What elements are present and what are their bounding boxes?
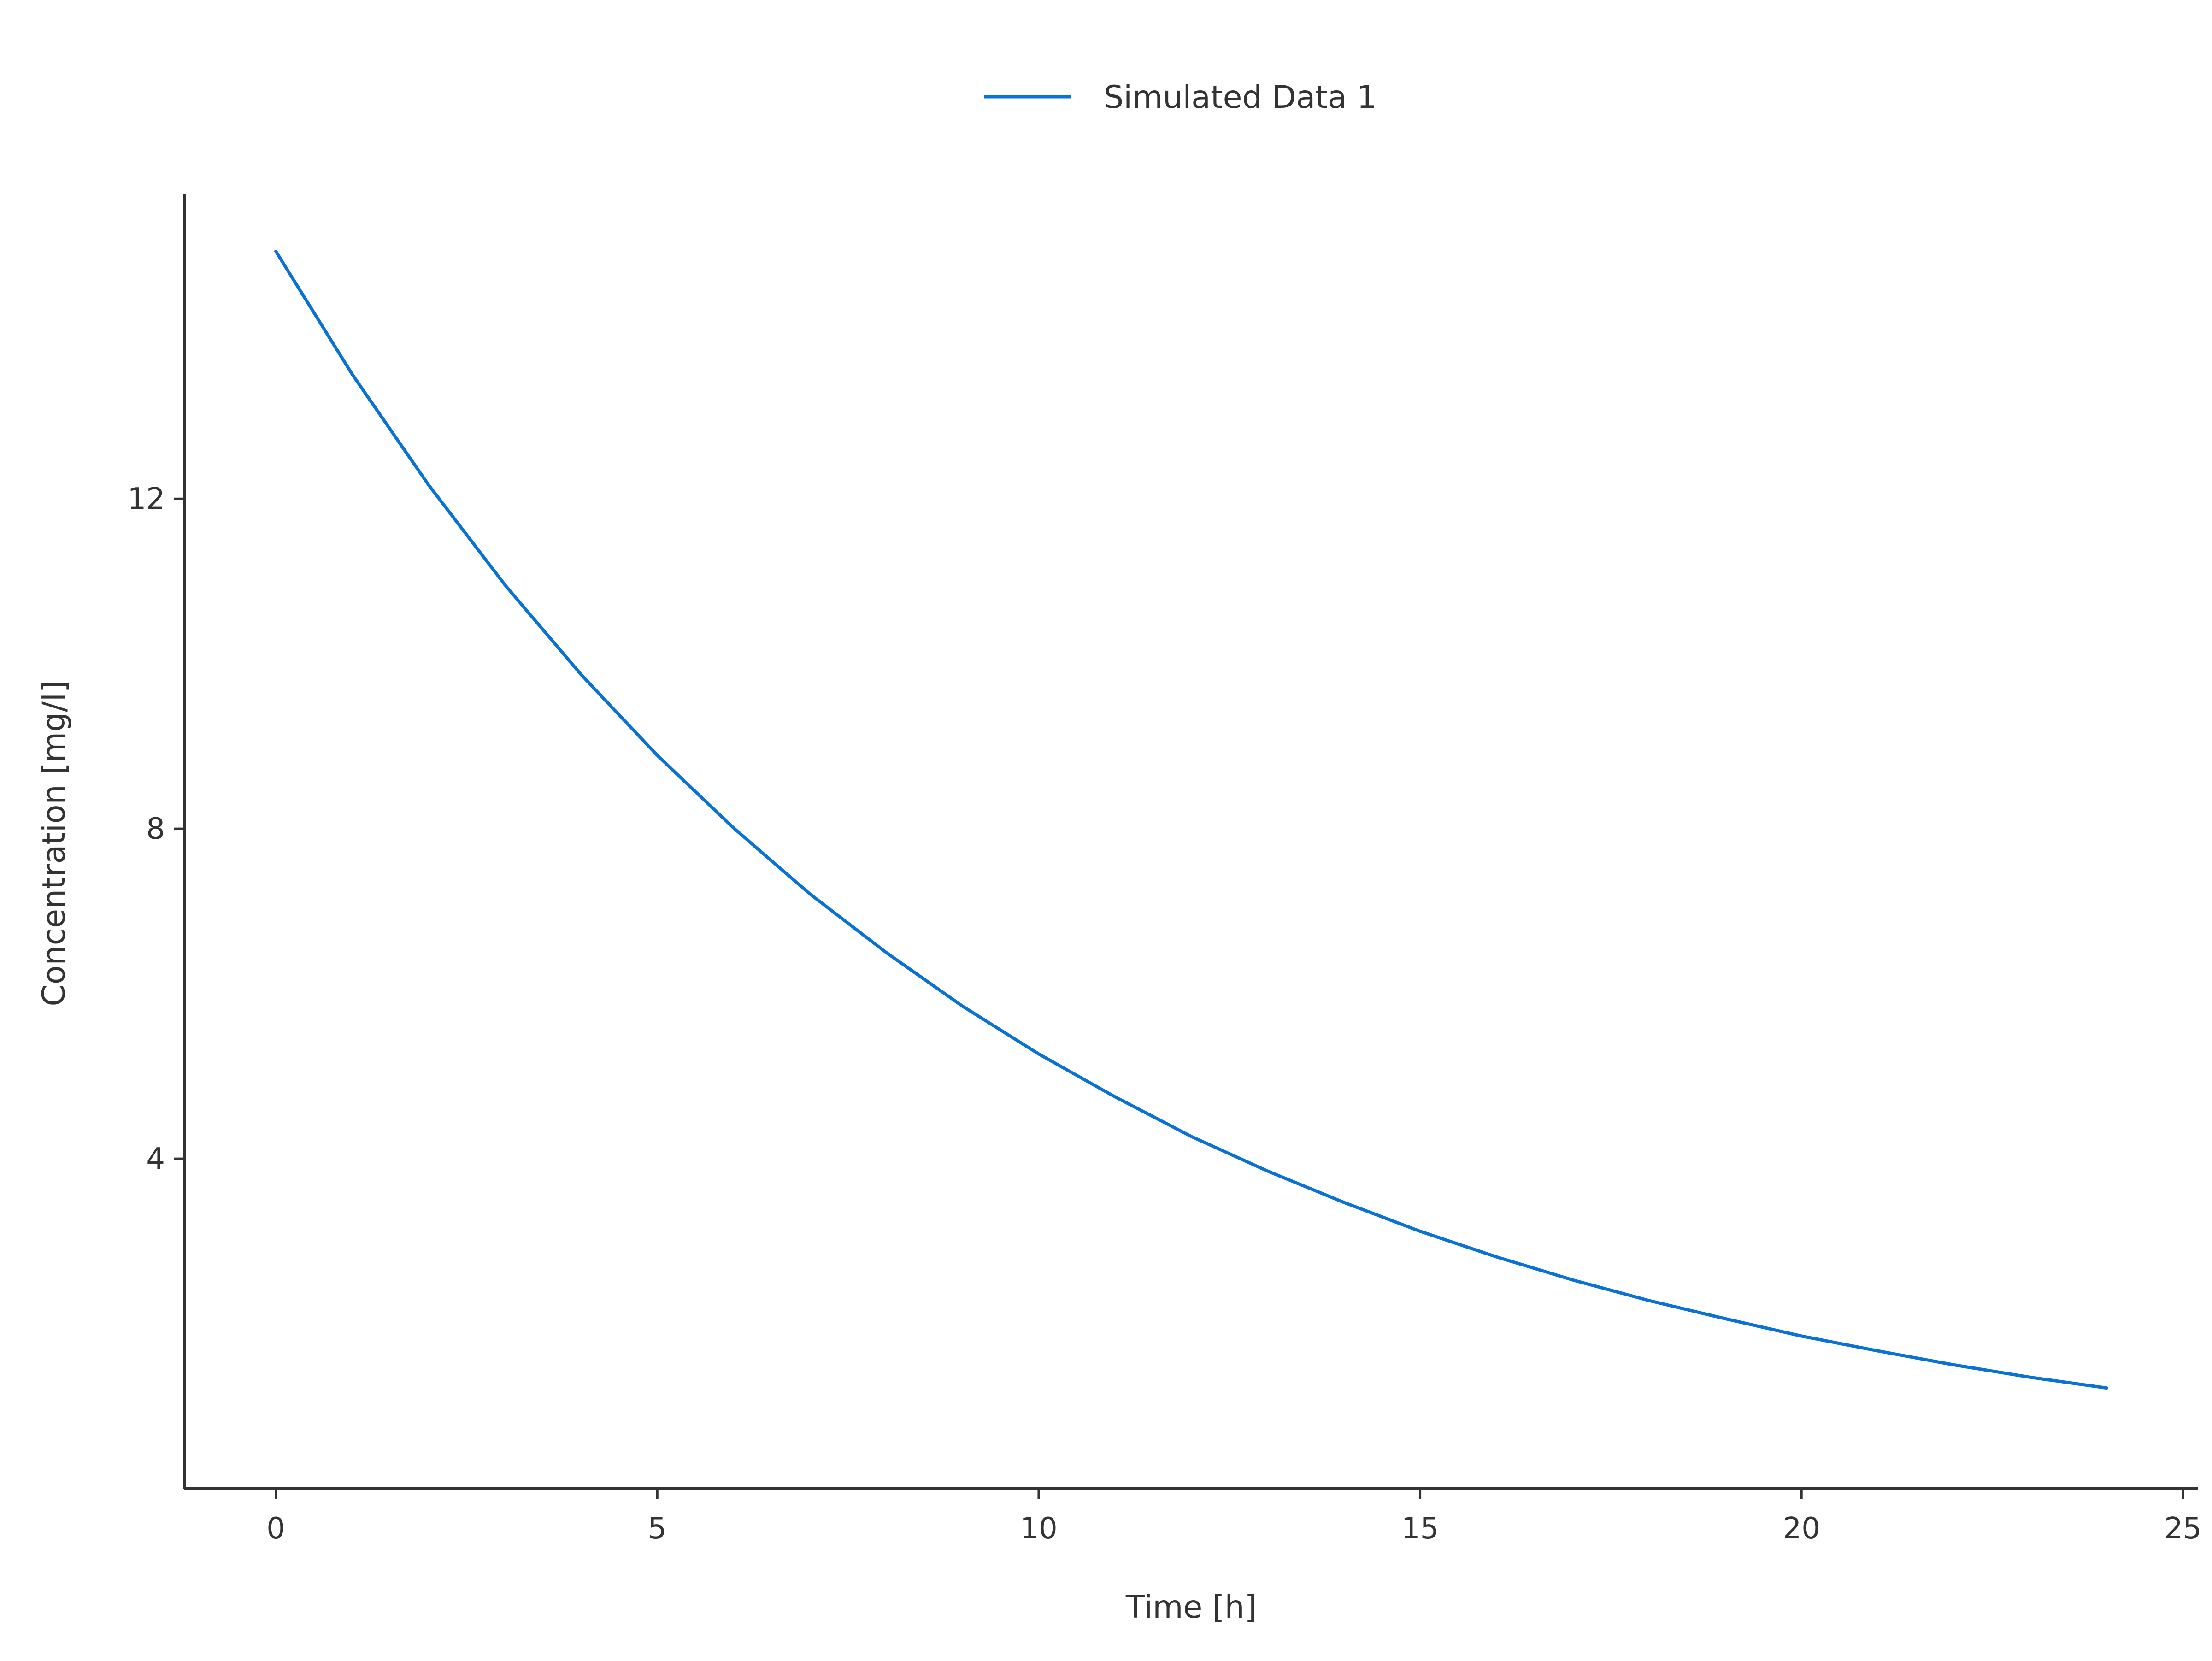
x-tick-label: 25 [2164, 1512, 2201, 1546]
x-tick-label: 15 [1401, 1512, 1439, 1546]
x-tick-label: 20 [1783, 1512, 1820, 1546]
y-axis-title: Concentration [mg/l] [36, 681, 72, 1007]
y-tick-label: 4 [146, 1142, 165, 1176]
y-tick-label: 8 [146, 812, 165, 846]
x-tick-label: 0 [266, 1512, 285, 1546]
plot-area [274, 249, 2108, 1390]
series-line-1 [274, 249, 2108, 1390]
x-axis-title: Time [h] [1125, 1589, 1257, 1626]
y-tick-label: 12 [128, 482, 165, 516]
x-tick-label: 10 [1020, 1512, 1057, 1546]
legend-label: Simulated Data 1 [1104, 79, 1377, 116]
axes: 0 5 10 15 20 25 4 8 12 [128, 194, 2202, 1546]
legend: Simulated Data 1 [984, 79, 1377, 116]
x-tick-label: 5 [648, 1512, 667, 1546]
